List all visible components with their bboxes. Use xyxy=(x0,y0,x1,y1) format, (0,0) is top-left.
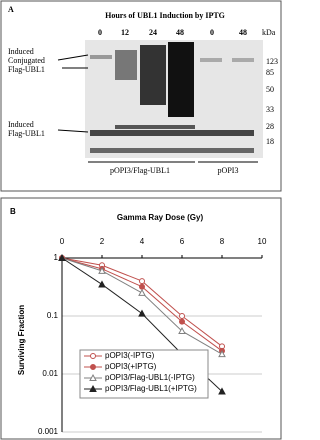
y-tick-label: 0.1 xyxy=(47,311,59,320)
x-tick-label: 8 xyxy=(220,237,225,246)
unit-label: kDa xyxy=(262,28,276,37)
panel-label: B xyxy=(10,207,16,216)
group-label: pOPI3 xyxy=(218,166,239,175)
blot-title: Hours of UBL1 Induction by IPTG xyxy=(105,11,225,20)
lane-label: 48 xyxy=(176,28,184,37)
lane-label: 0 xyxy=(98,28,102,37)
y-tick-label: 0.001 xyxy=(38,427,59,436)
point xyxy=(98,266,106,274)
y-axis-title: Surviving Fraction xyxy=(17,305,26,375)
annotation: Conjugated xyxy=(8,56,45,65)
point xyxy=(218,350,226,358)
point xyxy=(90,353,96,359)
point xyxy=(139,283,145,290)
annotation: Induced xyxy=(8,47,34,56)
annotation: Flag-UBL1 xyxy=(8,65,45,74)
point xyxy=(138,288,146,296)
x-tick-label: 0 xyxy=(60,237,65,246)
x-tick-label: 2 xyxy=(100,237,105,246)
point xyxy=(89,384,97,392)
annotation: Flag-UBL1 xyxy=(8,129,45,138)
point xyxy=(218,387,226,395)
blot xyxy=(85,40,263,158)
y-tick-label: 1 xyxy=(54,253,59,262)
panel-label: A xyxy=(8,5,14,14)
legend-label: pOPI3(-IPTG) xyxy=(105,351,155,360)
point xyxy=(138,309,146,317)
legend-label: pOPI3/Flag-UBL1(-IPTG) xyxy=(105,373,195,382)
annotation: Induced xyxy=(8,120,34,129)
lane-label: 12 xyxy=(121,28,129,37)
lane-label: 0 xyxy=(210,28,214,37)
lane-label: 48 xyxy=(239,28,247,37)
point xyxy=(178,327,186,335)
marker-label: 50 xyxy=(266,85,274,94)
point xyxy=(58,253,66,261)
legend-label: pOPI3(+IPTG) xyxy=(105,362,157,371)
x-tick-label: 4 xyxy=(140,237,145,246)
point xyxy=(179,318,185,325)
point xyxy=(89,373,97,381)
point xyxy=(90,364,96,370)
marker-label: 33 xyxy=(266,105,274,114)
lane-label: 24 xyxy=(149,28,157,37)
marker-label: 18 xyxy=(266,137,274,146)
point xyxy=(179,313,185,319)
legend-box xyxy=(79,349,209,399)
group-label: pOPI3/Flag-UBL1 xyxy=(110,166,170,175)
x-tick-label: 6 xyxy=(180,237,185,246)
panel-b-frame xyxy=(0,197,282,440)
marker-label: 123 xyxy=(266,57,278,66)
marker-label: 85 xyxy=(266,68,274,77)
x-axis-title: Gamma Ray Dose (Gy) xyxy=(117,213,204,222)
marker-label: 28 xyxy=(266,122,274,131)
point xyxy=(98,280,106,288)
arrow xyxy=(57,54,89,133)
point xyxy=(139,278,145,285)
y-tick-label: 0.01 xyxy=(42,369,58,378)
legend-label: pOPI3/Flag-UBL1(+IPTG) xyxy=(105,384,197,393)
x-tick-label: 10 xyxy=(258,237,267,246)
